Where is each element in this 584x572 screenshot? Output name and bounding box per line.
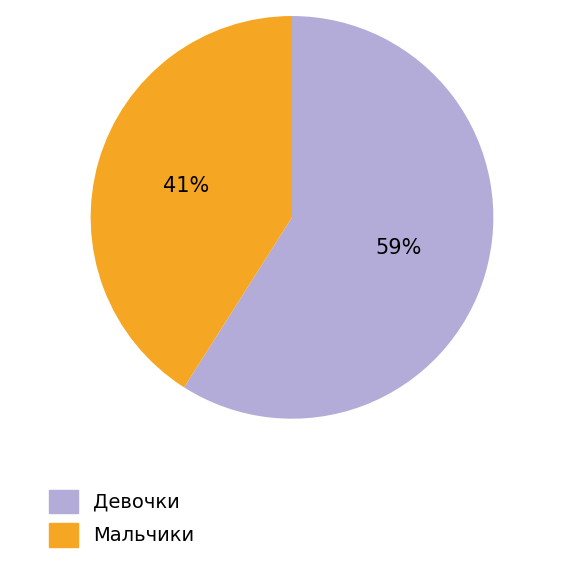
Wedge shape: [91, 16, 292, 387]
Legend: Девочки, Мальчики: Девочки, Мальчики: [39, 480, 204, 557]
Wedge shape: [184, 16, 493, 419]
Text: 41%: 41%: [162, 177, 209, 196]
Text: 59%: 59%: [375, 239, 422, 258]
